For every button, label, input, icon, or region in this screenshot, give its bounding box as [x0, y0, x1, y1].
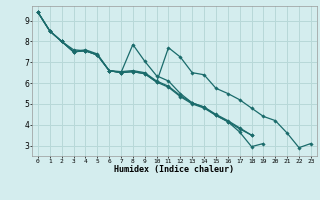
X-axis label: Humidex (Indice chaleur): Humidex (Indice chaleur): [115, 165, 234, 174]
